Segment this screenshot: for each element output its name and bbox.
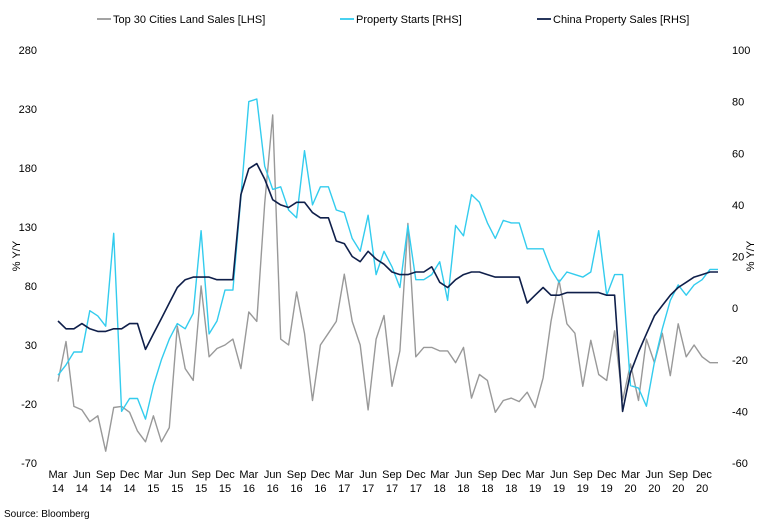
x-tick-year: 20 [696, 483, 708, 495]
series-lines [57, 98, 718, 452]
x-tick-year: 14 [76, 483, 88, 495]
x-tick-month: Dec [501, 469, 521, 481]
x-tick-month: Sep [96, 469, 116, 481]
y-left-tick-label: 80 [25, 281, 37, 293]
x-tick-year: 17 [410, 483, 422, 495]
series-line-3 [57, 162, 718, 413]
x-tick-year: 15 [219, 483, 231, 495]
x-tick-year: 20 [648, 483, 660, 495]
x-tick-month: Mar [144, 469, 163, 481]
y-left-axis-title: % Y/Y [11, 240, 23, 271]
x-tick-month: Sep [191, 469, 211, 481]
y-left-tick-label: 280 [19, 45, 37, 57]
x-tick-month: Jun [359, 469, 377, 481]
y-right-tick-label: -20 [732, 355, 748, 367]
x-tick-year: 19 [601, 483, 613, 495]
x-tick-month: Jun [264, 469, 282, 481]
x-tick-month: Jun [550, 469, 568, 481]
x-tick-year: 15 [171, 483, 183, 495]
x-tick-month: Dec [406, 469, 426, 481]
y-left-tick-label: 30 [25, 340, 37, 352]
y-left-tick-label: 130 [19, 222, 37, 234]
x-tick-month: Dec [597, 469, 617, 481]
x-tick-month: Sep [668, 469, 688, 481]
legend: Top 30 Cities Land Sales [LHS] Property S… [97, 14, 689, 26]
x-tick-month: Jun [646, 469, 664, 481]
y-right-axis: 100 80 60 40 20 0 -20 -40 -60 [732, 45, 750, 470]
x-tick-year: 19 [577, 483, 589, 495]
x-tick-month: Dec [120, 469, 140, 481]
x-tick-year: 17 [362, 483, 374, 495]
x-tick-month: Mar [430, 469, 449, 481]
x-tick-month: Dec [215, 469, 235, 481]
x-tick-year: 15 [147, 483, 159, 495]
x-tick-month: Mar [239, 469, 258, 481]
y-right-tick-label: 40 [732, 200, 744, 212]
x-tick-year: 16 [243, 483, 255, 495]
x-tick-year: 18 [434, 483, 446, 495]
x-tick-year: 20 [672, 483, 684, 495]
y-right-tick-label: 100 [732, 45, 750, 57]
x-tick-year: 17 [338, 483, 350, 495]
x-tick-year: 18 [481, 483, 493, 495]
x-tick-month: Jun [73, 469, 91, 481]
x-tick-month: Mar [621, 469, 640, 481]
y-left-tick-label: -70 [21, 458, 37, 470]
x-tick-month: Jun [168, 469, 186, 481]
y-right-tick-label: -40 [732, 406, 748, 418]
legend-label: Top 30 Cities Land Sales [LHS] [113, 14, 265, 26]
y-right-axis-title: % Y/Y [745, 240, 757, 271]
x-tick-year: 16 [267, 483, 279, 495]
x-tick-month: Mar [526, 469, 545, 481]
y-right-tick-label: 60 [732, 148, 744, 160]
x-tick-year: 16 [290, 483, 302, 495]
x-axis: Mar 14 Jun 14 Sep 14 Dec 14 Mar 15 Jun 15 Sep 15 Dec 15… [49, 469, 713, 495]
legend-label: China Property Sales [RHS] [553, 14, 689, 26]
x-tick-month: Sep [287, 469, 307, 481]
x-tick-year: 15 [195, 483, 207, 495]
x-tick-month: Dec [311, 469, 331, 481]
x-tick-month: Sep [478, 469, 498, 481]
x-tick-month: Jun [455, 469, 473, 481]
y-right-tick-label: 0 [732, 303, 738, 315]
x-tick-year: 16 [314, 483, 326, 495]
series-line-2 [57, 98, 718, 420]
x-tick-year: 18 [457, 483, 469, 495]
x-tick-month: Sep [382, 469, 402, 481]
x-tick-year: 20 [624, 483, 636, 495]
legend-label: Property Starts [RHS] [356, 14, 462, 26]
y-right-tick-label: 20 [732, 252, 744, 264]
y-left-tick-label: 180 [19, 163, 37, 175]
x-tick-month: Mar [49, 469, 68, 481]
x-tick-year: 19 [553, 483, 565, 495]
y-right-tick-label: 80 [732, 97, 744, 109]
x-tick-month: Dec [692, 469, 712, 481]
source-note: Source: Bloomberg [4, 509, 90, 520]
x-tick-year: 19 [529, 483, 541, 495]
x-tick-year: 17 [386, 483, 398, 495]
x-tick-year: 14 [123, 483, 135, 495]
y-left-axis: 280 230 180 130 80 30 -20 -70 [19, 45, 37, 470]
y-left-tick-label: -20 [21, 399, 37, 411]
x-tick-month: Sep [573, 469, 593, 481]
y-right-tick-label: -60 [732, 458, 748, 470]
series-line-1 [57, 114, 718, 452]
x-tick-month: Mar [335, 469, 354, 481]
x-tick-year: 18 [505, 483, 517, 495]
x-tick-year: 14 [100, 483, 112, 495]
x-tick-year: 14 [52, 483, 64, 495]
y-left-tick-label: 230 [19, 104, 37, 116]
